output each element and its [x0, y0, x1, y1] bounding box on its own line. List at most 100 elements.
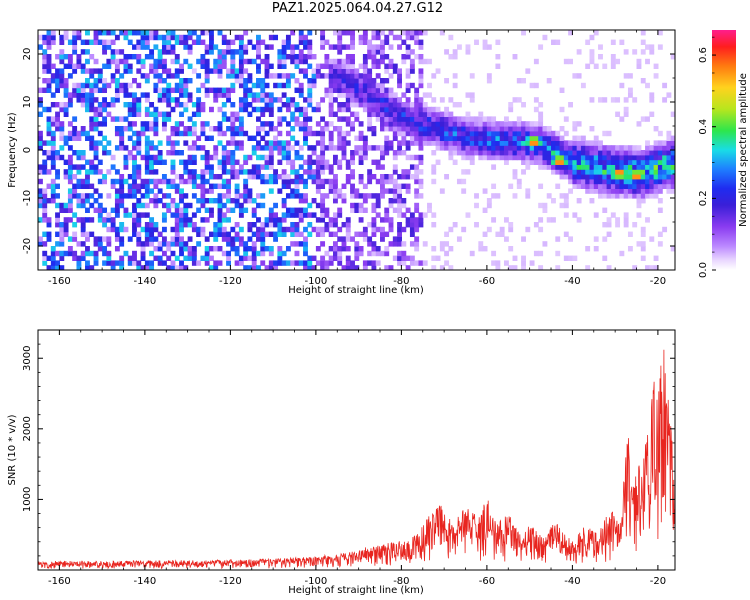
heatmap-cell	[495, 39, 501, 45]
heatmap-cell	[568, 188, 573, 194]
heatmap-cell	[495, 193, 501, 199]
heatmap-cell	[362, 92, 368, 98]
heatmap-cell	[89, 121, 95, 127]
heatmap-cell	[63, 82, 69, 89]
heatmap-cell	[414, 178, 420, 185]
heatmap-cell	[153, 58, 159, 65]
heatmap-cell	[268, 217, 274, 223]
heatmap-cell	[114, 130, 120, 137]
heatmap-cell	[277, 63, 283, 69]
heatmap-cell	[409, 260, 415, 266]
heatmap-cell	[427, 202, 432, 209]
heatmap-cell	[367, 49, 373, 55]
heatmap-cell	[303, 250, 308, 257]
heatmap-cell	[85, 97, 90, 103]
heatmap-cell	[234, 49, 240, 55]
heatmap-cell	[85, 78, 90, 84]
heatmap-cell	[315, 188, 321, 194]
heatmap-cell	[55, 241, 60, 247]
heatmap-cell	[371, 130, 377, 137]
heatmap-cell	[401, 212, 407, 218]
heatmap-cell	[358, 102, 364, 108]
heatmap-cell	[307, 63, 313, 69]
heatmap-cell	[422, 106, 428, 113]
heatmap-cell	[358, 135, 364, 141]
heatmap-cell	[533, 250, 539, 257]
heatmap-cell	[636, 178, 642, 185]
heatmap-cell	[414, 34, 420, 41]
heatmap-cell	[209, 39, 214, 45]
heatmap-cell	[555, 39, 561, 45]
heatmap-cell	[380, 78, 385, 84]
heatmap-cell	[170, 178, 176, 185]
heatmap-cell	[298, 54, 304, 60]
heatmap-cell	[46, 150, 52, 156]
heatmap-cell	[606, 188, 612, 194]
heatmap-cell	[85, 30, 90, 36]
heatmap-cell	[315, 130, 321, 137]
heatmap-cell	[85, 260, 90, 266]
heatmap-cell	[196, 102, 202, 108]
heatmap-cell	[200, 54, 206, 60]
heatmap-cell	[191, 260, 197, 266]
heatmap-cell	[127, 121, 133, 127]
heatmap-cell	[388, 222, 394, 228]
heatmap-cell	[401, 241, 407, 247]
heatmap-cell	[371, 231, 377, 237]
heatmap-cell	[662, 226, 668, 233]
heatmap-cell	[268, 111, 274, 117]
heatmap-cell	[303, 97, 308, 103]
heatmap-cell	[179, 193, 184, 199]
heatmap-cell	[397, 111, 402, 117]
heatmap-cell	[290, 145, 296, 151]
heatmap-cell	[367, 178, 373, 185]
heatmap-cell	[623, 111, 629, 117]
heatmap-cell	[298, 106, 304, 113]
heatmap-cell	[55, 202, 60, 209]
heatmap-cell	[341, 78, 347, 84]
heatmap-cell	[230, 102, 236, 108]
heatmap-cell	[521, 78, 526, 84]
heatmap-cell	[106, 39, 112, 45]
heatmap-cell	[140, 39, 146, 45]
heatmap-cell	[307, 126, 313, 132]
heatmap-cell	[380, 102, 385, 108]
heatmap-cell	[217, 260, 223, 266]
heatmap-cell	[50, 73, 56, 79]
heatmap-cell	[294, 140, 300, 146]
heatmap-cell	[371, 174, 377, 180]
heatmap-cell	[174, 150, 180, 156]
heatmap-cell	[666, 164, 672, 170]
heatmap-cell	[281, 92, 287, 98]
heatmap-cell	[268, 126, 274, 132]
heatmap-cell	[405, 97, 411, 103]
heatmap-cell	[371, 82, 377, 89]
heatmap-cell	[521, 265, 526, 270]
heatmap-cell	[238, 126, 244, 132]
heatmap-cell	[200, 231, 206, 237]
heatmap-cell	[196, 34, 202, 41]
heatmap-cell	[217, 202, 223, 209]
heatmap-cell	[67, 39, 73, 45]
heatmap-cell	[46, 106, 52, 113]
heatmap-cell	[72, 82, 78, 89]
heatmap-cell	[418, 126, 424, 132]
heatmap-cell	[414, 39, 420, 45]
heatmap-cell	[546, 135, 552, 141]
heatmap-cell	[431, 73, 437, 79]
heatmap-cell	[371, 111, 377, 117]
heatmap-cell	[209, 183, 214, 189]
heatmap-cell	[521, 260, 526, 266]
heatmap-cell	[256, 54, 261, 60]
heatmap-cell	[341, 44, 347, 50]
heatmap-cell	[127, 236, 133, 242]
heatmap-cell	[350, 73, 355, 79]
heatmap-cell	[563, 140, 569, 146]
heatmap-cell	[298, 231, 304, 237]
heatmap-cell	[273, 135, 279, 141]
y-tick-label: 2000	[22, 416, 33, 441]
heatmap-cell	[153, 34, 159, 41]
heatmap-cell	[546, 140, 552, 146]
heatmap-cell	[593, 63, 599, 69]
heatmap-cell	[444, 140, 450, 146]
